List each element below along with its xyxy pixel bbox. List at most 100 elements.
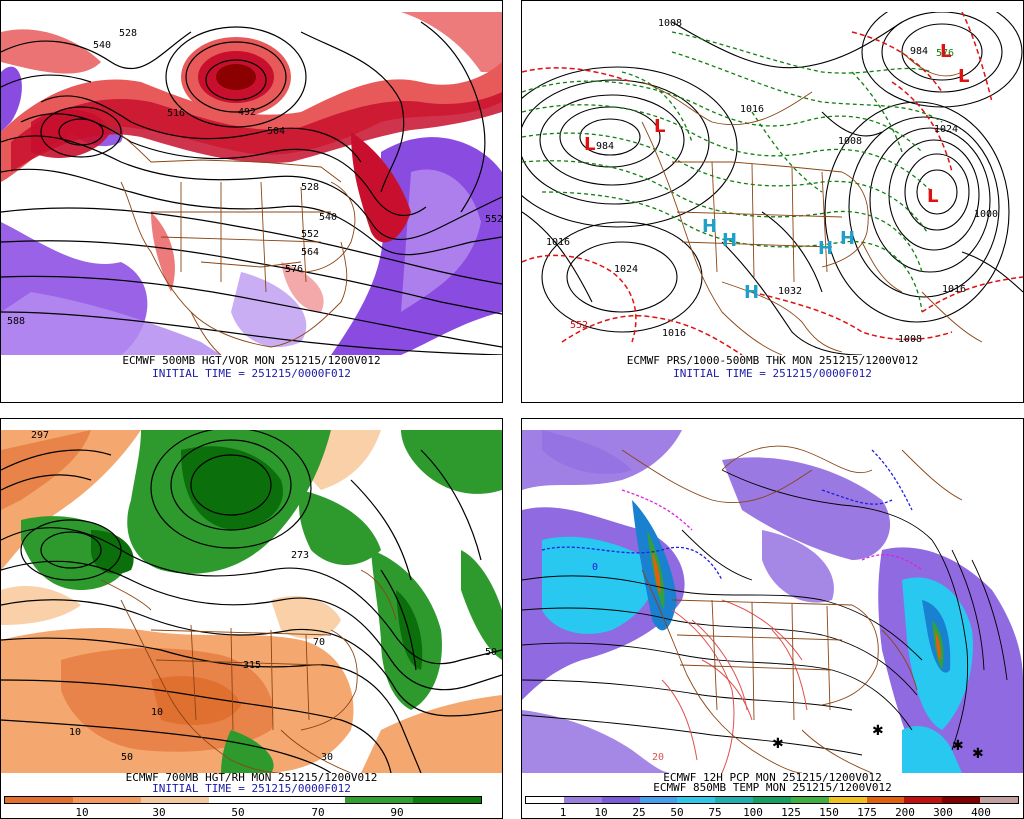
map-700mb: 297 273 315 10 10 50 50 70 30 — [1, 430, 502, 773]
contour-label: 516 — [167, 108, 185, 119]
low-pressure-center: L — [584, 134, 595, 155]
contour-label: 528 — [119, 28, 137, 39]
isobar-label: 1024 — [614, 264, 638, 275]
temperature-label: 0 — [592, 562, 598, 573]
rh-scale-tick: 50 — [231, 806, 245, 819]
contour-label: 10 — [69, 727, 81, 738]
contour-label: 552 — [485, 214, 502, 225]
scale-swatch — [715, 797, 754, 803]
panel-500mb-hgt-vor: 528 540 516 504 492 528 540 552 564 576 … — [0, 0, 503, 403]
map-500mb: 528 540 516 504 492 528 540 552 564 576 … — [1, 12, 502, 355]
scale-swatch — [753, 797, 791, 803]
contour-label: 273 — [291, 550, 309, 561]
contour-label: 504 — [267, 126, 285, 137]
map-pcp-graphic: 20 0 ✱ ✱ ✱ ✱ — [522, 430, 1023, 773]
caption-initial-time: INITIAL TIME = 251215/0000F012 — [152, 782, 351, 795]
contour-label: 10 — [151, 707, 163, 718]
scale-swatch — [866, 797, 905, 803]
scale-swatch — [601, 797, 640, 803]
contour-label: 528 — [301, 182, 319, 193]
pcp-scale-tick: 1 — [559, 806, 567, 819]
scale-swatch — [277, 797, 345, 803]
low-pressure-center: L — [927, 186, 938, 207]
isobar-label: 1008 — [838, 136, 862, 147]
low-pressure-center: L — [940, 41, 951, 62]
rh-scale-tick: 70 — [311, 806, 325, 819]
scale-swatch — [141, 797, 209, 803]
caption-initial-time: INITIAL TIME = 251215/0000F012 — [673, 367, 872, 380]
scale-swatch — [639, 797, 678, 803]
snow-symbol-icon: ✱ — [872, 723, 884, 739]
contour-label: 30 — [321, 752, 333, 763]
contour-label: 50 — [485, 647, 497, 658]
pcp-scale-tick: 400 — [971, 806, 991, 819]
caption-initial-time: INITIAL TIME = 251215/0000F012 — [152, 367, 351, 380]
contour-label: 564 — [301, 247, 319, 258]
isobar-label: 1016 — [942, 284, 966, 295]
contour-label: 50 — [121, 752, 133, 763]
caption-primary: ECMWF 12H PCP MON 251215/1200V012 — [663, 771, 882, 784]
map-500mb-graphic: 528 540 516 504 492 528 540 552 564 576 … — [1, 12, 502, 355]
rh-scale-tick: 90 — [390, 806, 404, 819]
pcp-scale-tick: 200 — [895, 806, 915, 819]
pcp-scale-tick: 100 — [743, 806, 763, 819]
map-mslp-graphic: 1008 984 1016 1024 1016 1032 1016 984 10… — [522, 12, 1023, 355]
thickness-label: 576 — [936, 48, 954, 59]
scale-swatch — [526, 797, 564, 803]
pcp-scale-tick: 50 — [670, 806, 684, 819]
isobar-label: 1024 — [934, 124, 958, 135]
contour-label: 576 — [285, 264, 303, 275]
pcp-scale-tick: 125 — [781, 806, 801, 819]
pcp-scale-tick: 300 — [933, 806, 953, 819]
low-pressure-center: L — [958, 66, 969, 87]
rh-color-scale: 10 30 50 70 90 — [4, 796, 482, 819]
map-700mb-graphic: 297 273 315 10 10 50 50 70 30 — [1, 430, 502, 773]
panel-mslp-thickness: 1008 984 1016 1024 1016 1032 1016 984 10… — [521, 0, 1024, 403]
scale-swatch — [5, 797, 73, 803]
isobar-label: 1008 — [658, 18, 682, 29]
panel-700mb-hgt-rh: 297 273 315 10 10 50 50 70 30 ECMWF 700M… — [0, 418, 503, 819]
pcp-scale-tick: 25 — [632, 806, 646, 819]
contour-label: 70 — [313, 637, 325, 648]
pcp-scale-tick: 150 — [819, 806, 839, 819]
scale-swatch — [980, 797, 1018, 803]
snow-symbol-icon: ✱ — [772, 736, 784, 752]
pcp-color-scale: 1 10 25 50 75 100 125 150 175 200 300 40… — [525, 796, 1019, 819]
contour-label: 540 — [93, 40, 111, 51]
map-mslp: 1008 984 1016 1024 1016 1032 1016 984 10… — [522, 12, 1023, 355]
map-pcp: 20 0 ✱ ✱ ✱ ✱ — [522, 430, 1023, 773]
rh-scale-tick: 30 — [152, 806, 166, 819]
pcp-scale-tick: 75 — [708, 806, 722, 819]
scale-swatch — [73, 797, 141, 803]
thickness-label: 552 — [570, 320, 588, 331]
isobar-label: 1016 — [546, 237, 570, 248]
high-pressure-center: H — [818, 238, 833, 259]
scale-swatch — [790, 797, 829, 803]
scale-swatch — [828, 797, 867, 803]
scale-swatch — [209, 797, 277, 803]
scale-swatch — [904, 797, 943, 803]
caption-secondary: ECMWF 850MB TEMP MON 251215/1200V012 — [653, 781, 892, 794]
caption-primary: ECMWF PRS/1000-500MB THK MON 251215/1200… — [626, 354, 919, 367]
contour-label: 492 — [238, 107, 256, 118]
contour-label: 540 — [319, 212, 337, 223]
rh-scale-tick: 10 — [75, 806, 89, 819]
scale-swatch — [942, 797, 981, 803]
isobar-label: 1016 — [740, 104, 764, 115]
panel-12h-pcp-850mb-temp: 20 0 ✱ ✱ ✱ ✱ ECMWF 12H PCP MON 251215/12… — [521, 418, 1024, 819]
scale-swatch — [677, 797, 716, 803]
contour-label: 297 — [31, 430, 49, 441]
temperature-label: 20 — [652, 752, 664, 763]
high-pressure-center: H — [702, 216, 717, 237]
high-pressure-center: H — [722, 230, 737, 251]
isobar-label: 1008 — [898, 334, 922, 345]
snow-symbol-icon: ✱ — [952, 738, 964, 754]
pcp-scale-bar — [525, 796, 1019, 804]
pcp-scale-tick: 175 — [857, 806, 877, 819]
scale-swatch — [413, 797, 481, 803]
caption-primary: ECMWF 500MB HGT/VOR MON 251215/1200V012 — [122, 354, 381, 367]
scale-swatch — [563, 797, 602, 803]
contour-label: 552 — [301, 229, 319, 240]
low-pressure-center: L — [654, 116, 665, 137]
high-pressure-center: H — [744, 282, 759, 303]
